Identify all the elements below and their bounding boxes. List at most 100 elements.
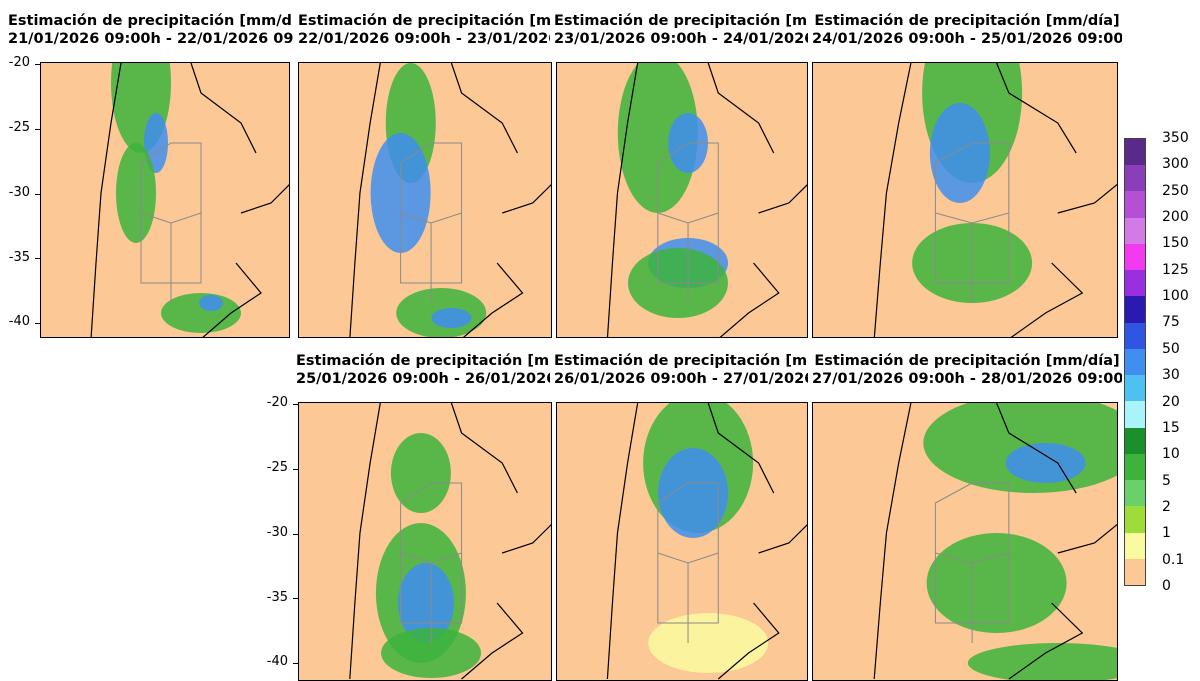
lat-tick-mark xyxy=(35,64,40,65)
colorbar-label: 10 xyxy=(1162,446,1180,463)
lat-tick-row2: -25 xyxy=(266,460,288,475)
panel-7-title-line2: 27/01/2026 09:00h - 28/01/2026 09:00h xyxy=(812,371,1122,387)
precip-area xyxy=(617,63,698,213)
panel-4-title-line2: 24/01/2026 09:00h - 25/01/2026 09:00h xyxy=(812,31,1122,47)
precip-area xyxy=(381,628,482,678)
lat-tick-row2: -20 xyxy=(266,395,288,410)
lat-tick-row1: -40 xyxy=(8,314,30,329)
lat-tick-mark xyxy=(35,128,40,130)
precip-map-panel-3 xyxy=(556,62,808,338)
colorbar-swatch xyxy=(1125,322,1145,349)
panel-6-title-line1: Estimación de precipitación [mm/día] xyxy=(554,353,808,369)
colorbar-label: 100 xyxy=(1162,288,1189,305)
panel-5-title: Estimación de precipitación [mm/día] 25/… xyxy=(296,352,550,388)
precip-map-panel-1 xyxy=(40,62,290,338)
coastline-border xyxy=(349,403,551,680)
precip-map-panel-6 xyxy=(556,402,808,681)
colorbar-label: 125 xyxy=(1162,261,1189,278)
lat-tick-mark xyxy=(293,468,298,470)
panel-1-title-line1: Estimación de precipitación [mm/día] xyxy=(8,13,293,29)
colorbar-swatch xyxy=(1125,296,1145,323)
colorbar-label: 200 xyxy=(1162,209,1189,226)
precip-area xyxy=(116,143,156,243)
colorbar-swatch xyxy=(1125,139,1145,166)
lat-tick-row2: -40 xyxy=(266,654,288,669)
panel-1-title-line2: 21/01/2026 09:00h - 22/01/2026 09:00h xyxy=(8,31,293,47)
panel-7-title: Estimación de precipitación [mm/día] 27/… xyxy=(812,352,1122,388)
coastline-border xyxy=(90,63,289,337)
precip-map-panel-7 xyxy=(812,402,1118,681)
panel-3-title-line1: Estimación de precipitación [mm/día] xyxy=(554,13,808,29)
colorbar-swatch xyxy=(1125,453,1145,481)
province-borders xyxy=(400,142,463,303)
colorbar-label: 250 xyxy=(1162,182,1189,199)
coastline-border xyxy=(873,63,1117,337)
colorbar-swatch xyxy=(1125,191,1145,218)
panel-2-title-line2: 22/01/2026 09:00h - 23/01/2026 09:00h xyxy=(298,31,550,47)
lat-tick-mark xyxy=(293,533,298,535)
province-borders xyxy=(657,482,719,643)
coastline-border xyxy=(606,403,807,680)
colorbar-label: 2 xyxy=(1162,498,1171,515)
colorbar-label: 1 xyxy=(1162,525,1171,542)
colorbar-label: 20 xyxy=(1162,393,1180,410)
panel-5-title-line2: 25/01/2026 09:00h - 26/01/2026 09:00h xyxy=(296,371,550,387)
colorbar-swatch xyxy=(1125,427,1145,454)
lat-tick-mark xyxy=(35,193,40,195)
precip-colorbar xyxy=(1124,138,1146,586)
province-borders xyxy=(934,142,1010,303)
colorbar-swatch xyxy=(1125,243,1145,271)
colorbar-label: 0.1 xyxy=(1162,551,1185,568)
precip-area xyxy=(199,295,223,311)
province-borders xyxy=(657,142,719,303)
lat-tick-mark xyxy=(293,404,298,405)
panel-7-title-line1: Estimación de precipitación [mm/día] xyxy=(814,353,1120,369)
panel-4-title-line1: Estimación de precipitación [mm/día] xyxy=(814,13,1120,29)
panel-2-title-line1: Estimación de precipitación [mm/día] xyxy=(298,13,550,29)
colorbar-label: 5 xyxy=(1162,472,1171,489)
coastline-border xyxy=(873,403,1117,680)
panel-1-title: Estimación de precipitación [mm/día] 21/… xyxy=(8,12,293,48)
lat-tick-mark xyxy=(35,258,40,260)
colorbar-label: 30 xyxy=(1162,367,1180,384)
lat-tick-mark xyxy=(293,598,298,600)
panel-6-title-line2: 26/01/2026 09:00h - 27/01/2026 09:00h xyxy=(554,371,808,387)
coastline-border xyxy=(349,63,551,337)
province-borders xyxy=(934,482,1010,643)
colorbar-swatch xyxy=(1125,558,1145,585)
lat-tick-row1: -25 xyxy=(8,120,30,135)
panel-4-title: Estimación de precipitación [mm/día] 24/… xyxy=(812,12,1122,48)
precip-area xyxy=(390,433,451,513)
lat-tick-row1: -35 xyxy=(8,250,30,265)
colorbar-swatch xyxy=(1125,401,1145,428)
colorbar-swatch xyxy=(1125,480,1145,507)
colorbar-label: 300 xyxy=(1162,156,1189,173)
precip-map-panel-2 xyxy=(298,62,552,338)
lat-tick-row1: -30 xyxy=(8,185,30,200)
panel-5-title-line1: Estimación de precipitación [mm/día] xyxy=(296,353,550,369)
panel-3-title: Estimación de precipitación [mm/día] 23/… xyxy=(554,12,808,48)
precip-area xyxy=(648,613,769,673)
precip-area xyxy=(658,448,729,538)
colorbar-label: 0 xyxy=(1162,578,1171,594)
colorbar-label: 75 xyxy=(1162,314,1180,331)
lat-tick-row2: -35 xyxy=(266,590,288,605)
colorbar-swatch xyxy=(1125,532,1145,559)
colorbar-label: 15 xyxy=(1162,419,1180,436)
panel-6-title: Estimación de precipitación [mm/día] 26/… xyxy=(554,352,808,388)
colorbar-swatch xyxy=(1125,506,1145,533)
coastline-border xyxy=(606,63,807,337)
panel-3-title-line2: 23/01/2026 09:00h - 24/01/2026 09:00h xyxy=(554,31,808,47)
colorbar-swatch xyxy=(1125,348,1145,376)
colorbar-swatch xyxy=(1125,375,1145,402)
colorbar-label: 350 xyxy=(1162,130,1189,146)
precip-area xyxy=(926,533,1067,633)
precip-area xyxy=(967,643,1117,680)
lat-tick-row2: -30 xyxy=(266,525,288,540)
colorbar-label: 150 xyxy=(1162,235,1189,252)
precip-area xyxy=(431,308,472,328)
lat-tick-mark xyxy=(293,663,298,665)
precip-area xyxy=(929,103,990,203)
province-borders xyxy=(400,482,463,643)
colorbar-swatch xyxy=(1125,270,1145,297)
